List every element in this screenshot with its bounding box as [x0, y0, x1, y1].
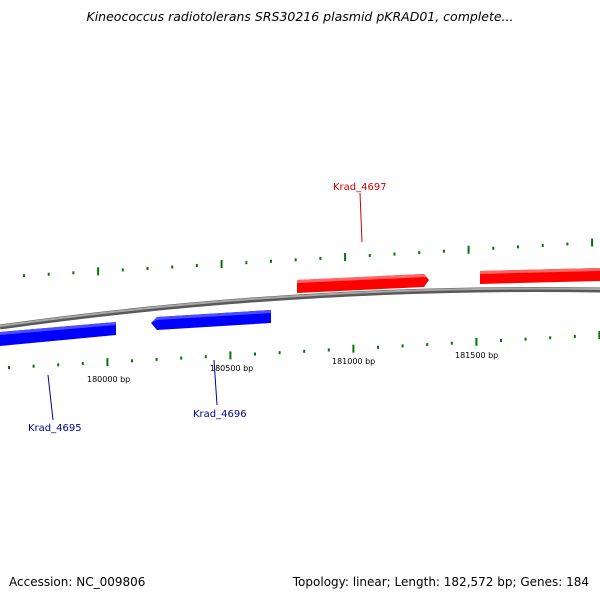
gene-forward-next[interactable]: [480, 268, 600, 284]
tick-minor-upper: [195, 264, 198, 268]
gene-krad-4697[interactable]: [297, 274, 429, 293]
tick-minor-lower: [57, 363, 60, 367]
tick-minor-lower: [549, 336, 552, 340]
tick-minor-lower: [450, 341, 453, 345]
tick-minor-lower: [32, 364, 35, 368]
leader-krad-4696: [213, 359, 218, 406]
tick-major-lower: [352, 344, 355, 353]
accession-text: Accession: NC_009806: [9, 575, 146, 589]
bp-label-181500: 181500 bp: [455, 351, 498, 360]
tick-minor-upper: [121, 268, 124, 272]
tick-minor-upper: [492, 246, 495, 250]
bp-labels: 180000 bp 180500 bp 181000 bp 181500 bp: [87, 351, 498, 384]
tick-minor-upper: [270, 259, 272, 263]
tick-minor-upper: [541, 243, 544, 247]
gene-krad-4696[interactable]: [151, 310, 271, 330]
tick-minor-lower: [573, 334, 576, 338]
tick-minor-upper: [171, 265, 174, 269]
tick-minor-upper: [72, 271, 75, 275]
tick-minor-upper: [294, 258, 297, 262]
tick-major-lower: [475, 337, 478, 346]
bp-label-180000: 180000 bp: [87, 375, 130, 384]
tick-minor-upper: [566, 242, 569, 246]
tick-marks: [8, 238, 600, 370]
tick-minor-lower: [278, 351, 281, 355]
backbone-line: [0, 287, 600, 327]
tick-minor-lower: [524, 337, 527, 341]
tick-minor-lower: [327, 348, 330, 352]
tick-major-lower: [229, 351, 232, 360]
tick-minor-upper: [146, 266, 149, 270]
tick-minor-lower: [8, 366, 10, 370]
tick-minor-lower: [180, 356, 183, 360]
tick-minor-lower: [155, 357, 158, 361]
tick-major-upper: [591, 238, 594, 247]
tick-minor-lower: [204, 355, 207, 359]
tick-minor-lower: [131, 359, 133, 363]
tick-major-lower: [598, 331, 600, 340]
tick-minor-upper: [442, 249, 445, 253]
tick-minor-lower: [377, 345, 379, 349]
tick-minor-upper: [319, 256, 322, 260]
leader-krad-4697: [359, 192, 363, 243]
tick-minor-lower: [254, 352, 256, 356]
tick-major-upper: [467, 245, 470, 254]
tick-major-lower: [106, 358, 109, 367]
tick-minor-upper: [517, 245, 519, 249]
gene-label-krad-4697[interactable]: Krad_4697: [333, 182, 387, 193]
tick-minor-upper: [368, 253, 371, 257]
tick-minor-upper: [418, 251, 421, 255]
gene-labels: Krad_4697 Krad_4696 Krad_4695: [28, 182, 387, 434]
backbone: [0, 286, 600, 330]
genes: [0, 268, 600, 346]
leader-krad-4695: [47, 374, 54, 421]
tick-major-upper: [220, 260, 223, 269]
tick-minor-upper: [245, 261, 248, 265]
tick-minor-lower: [81, 362, 84, 366]
tick-minor-upper: [47, 272, 50, 276]
tick-minor-lower: [500, 339, 502, 342]
map-title: Kineococcus radiotolerans SRS30216 plasm…: [86, 9, 514, 24]
backbone-line-shadow: [0, 286, 600, 330]
tick-minor-upper: [393, 252, 396, 256]
bp-label-180500: 180500 bp: [210, 364, 253, 373]
tick-minor-upper: [23, 274, 25, 278]
tick-major-upper: [97, 267, 100, 276]
summary-text: Topology: linear; Length: 182,572 bp; Ge…: [292, 575, 589, 589]
gene-label-krad-4696[interactable]: Krad_4696: [193, 409, 247, 420]
gene-krad-4695[interactable]: [0, 322, 116, 346]
bp-label-181000: 181000 bp: [332, 357, 375, 366]
tick-minor-lower: [426, 343, 429, 347]
tick-minor-lower: [303, 349, 306, 353]
gene-label-krad-4695[interactable]: Krad_4695: [28, 423, 82, 434]
tick-major-upper: [344, 252, 347, 261]
tick-minor-lower: [401, 344, 404, 348]
